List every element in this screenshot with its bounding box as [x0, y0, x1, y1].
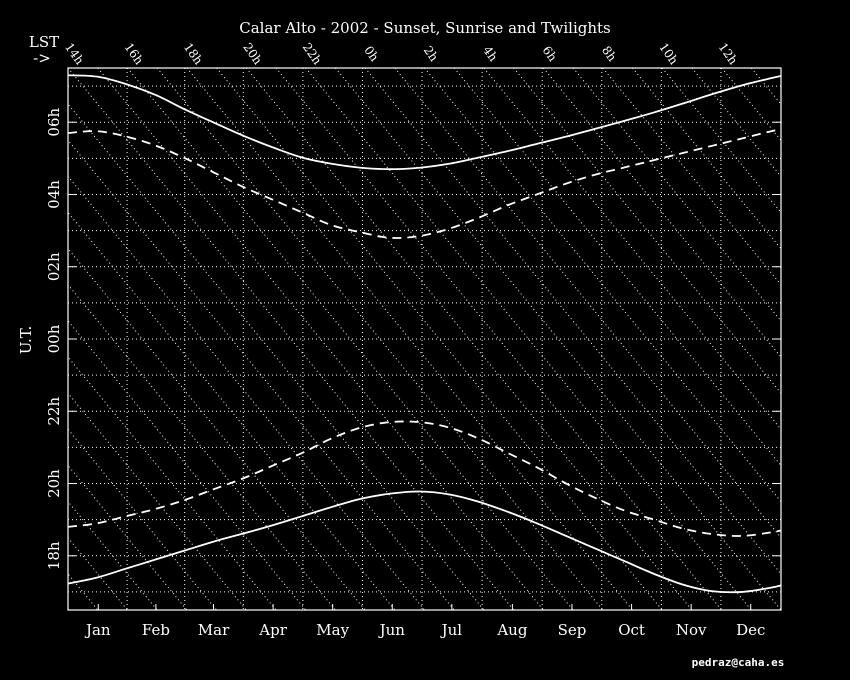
- y-tick-label: 02h: [45, 252, 63, 281]
- grid: [68, 68, 781, 610]
- y-tick-label: 04h: [45, 180, 63, 209]
- x-tick-label: Mar: [198, 621, 230, 639]
- lst-line: [97, 68, 544, 610]
- lst-line: [68, 68, 515, 610]
- lst-line: [68, 139, 455, 610]
- lst-line: [68, 175, 425, 610]
- x-tick-label: May: [316, 621, 349, 639]
- lst-line: [275, 68, 722, 610]
- x-tick-label: Jan: [84, 621, 111, 639]
- y-tick-label: 20h: [45, 469, 63, 498]
- lst-line: [334, 68, 781, 610]
- curve: [68, 490, 781, 594]
- x-tick-label: Feb: [142, 621, 170, 639]
- curve: [68, 74, 781, 171]
- y-tick-label: 18h: [45, 541, 63, 570]
- lst-line: [68, 428, 217, 610]
- x-tick-label: Apr: [258, 621, 287, 639]
- lst-title: LST: [29, 33, 59, 51]
- y-tick-label: 06h: [45, 107, 63, 136]
- lst-line: [542, 68, 781, 358]
- lst-line: [483, 68, 781, 431]
- lst-line: [394, 68, 781, 539]
- curve: [68, 128, 781, 239]
- lst-line: [186, 68, 633, 610]
- x-tick-label: Jul: [440, 621, 463, 639]
- curve: [68, 420, 781, 537]
- lst-line: [632, 68, 781, 250]
- chart-title: Calar Alto - 2002 - Sunset, Sunrise and …: [239, 19, 610, 37]
- lst-line: [513, 68, 781, 394]
- lst-line: [68, 284, 336, 610]
- lst-line: [68, 356, 277, 610]
- x-tick-label: Oct: [618, 621, 645, 639]
- y-axis-label: U.T.: [17, 326, 35, 355]
- x-tick-label: Dec: [736, 621, 765, 639]
- lst-line: [68, 320, 307, 610]
- y-tick-label: 00h: [45, 324, 63, 353]
- lst-line: [691, 68, 781, 178]
- curves: [68, 74, 781, 594]
- y-tick-label: 22h: [45, 397, 63, 426]
- lst-line: [68, 500, 158, 610]
- lst-line: [127, 68, 574, 610]
- x-tick-label: Aug: [496, 621, 527, 639]
- x-tick-label: Sep: [558, 621, 587, 639]
- lst-line: [424, 68, 781, 503]
- x-tick-label: Jun: [378, 621, 406, 639]
- lst-arrow: ->: [33, 49, 51, 67]
- lst-line: [572, 68, 781, 322]
- lst-line: [216, 68, 663, 610]
- x-tick-label: Nov: [676, 621, 707, 639]
- lst-line: [602, 68, 781, 286]
- lst-line: [305, 68, 752, 610]
- lst-line: [68, 392, 247, 610]
- footer: pedraz@caha.es: [692, 656, 785, 669]
